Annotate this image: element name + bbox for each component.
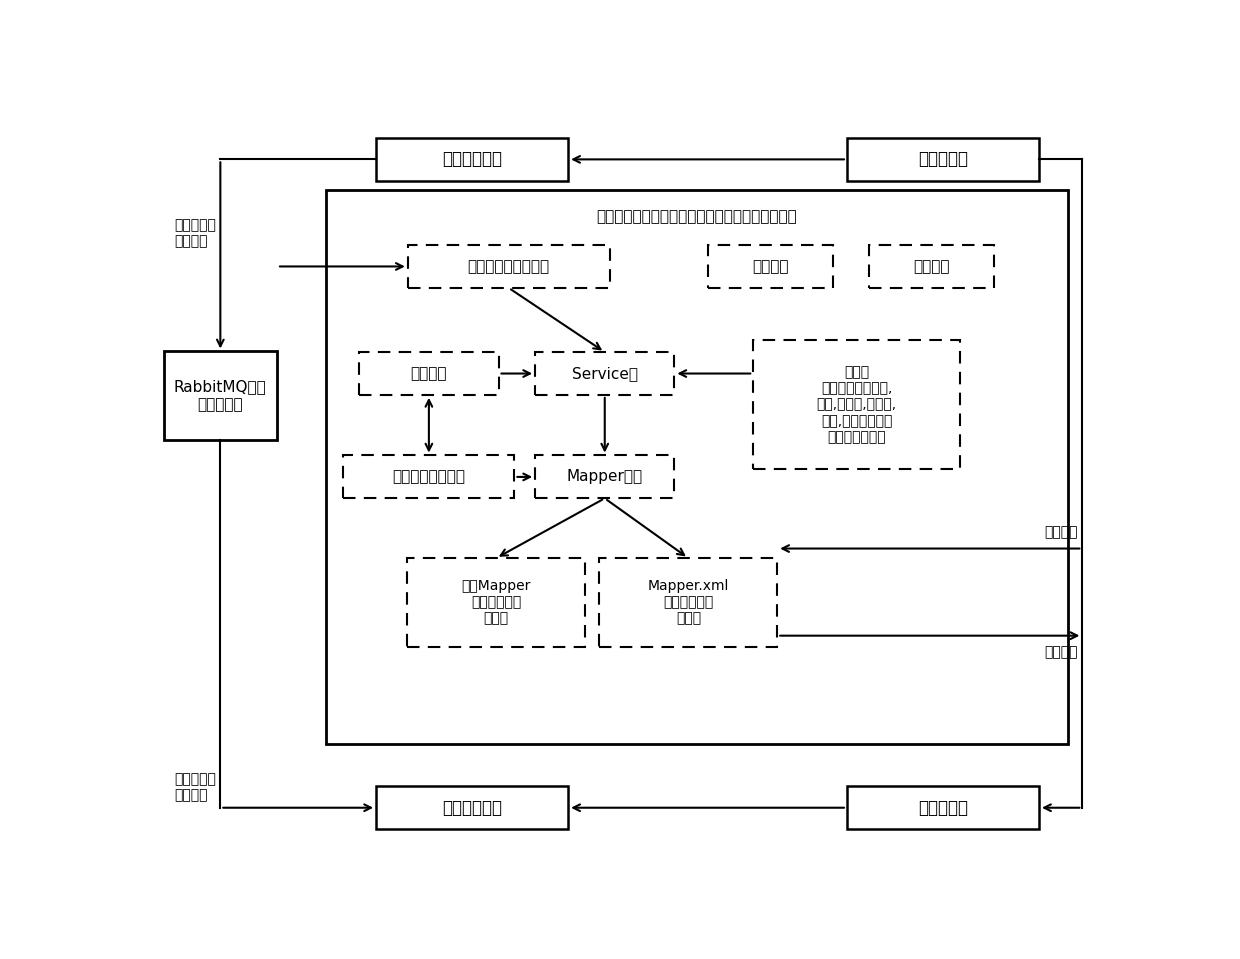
Bar [753, 339, 960, 469]
Text: Service层: Service层 [572, 366, 637, 381]
Bar [376, 786, 568, 830]
Text: 同步数据: 同步数据 [1044, 525, 1078, 539]
Text: 事务控制: 事务控制 [410, 366, 448, 381]
Bar [408, 246, 610, 288]
Text: 消息发送者
发送消息: 消息发送者 发送消息 [174, 218, 216, 248]
Text: 第一业务系统: 第一业务系统 [443, 151, 502, 169]
Bar [326, 191, 1068, 744]
Bar [869, 246, 994, 288]
Text: RabbitMQ消息
队列服务器: RabbitMQ消息 队列服务器 [174, 380, 267, 411]
Text: Mapper.xml
实现复杂的多
表操作: Mapper.xml 实现复杂的多 表操作 [647, 579, 729, 625]
Bar [536, 456, 675, 499]
Text: 同步数据: 同步数据 [1044, 645, 1078, 659]
Text: 工具类
通过反射获取表名,
类名,属性名,属性值,
注解,在通过驼峰规
则获取映射关系: 工具类 通过反射获取表名, 类名,属性名,属性值, 注解,在通过驼峰规 则获取映… [816, 365, 897, 444]
Bar [407, 558, 585, 646]
Bar [599, 558, 777, 646]
Bar [708, 246, 832, 288]
Text: 模型对象: 模型对象 [751, 259, 789, 274]
Text: 双数据源的配置类: 双数据源的配置类 [392, 469, 465, 484]
Bar [376, 138, 568, 181]
Text: 第一数据源: 第一数据源 [918, 151, 968, 169]
Text: 消息发送者
发送消息: 消息发送者 发送消息 [174, 772, 216, 802]
Text: 消息接收者接收消息: 消息接收者接收消息 [467, 259, 549, 274]
Text: 实体模型: 实体模型 [913, 259, 950, 274]
Bar [164, 351, 277, 440]
Bar [360, 352, 498, 395]
Bar [847, 786, 1039, 830]
Text: 本实施例的一种双数据源之间的双向同步数据装置: 本实施例的一种双数据源之间的双向同步数据装置 [596, 209, 797, 223]
Text: Mapper接口: Mapper接口 [567, 469, 642, 484]
Bar [847, 138, 1039, 181]
Bar [536, 352, 675, 395]
Text: 第二数据源: 第二数据源 [918, 799, 968, 817]
Text: 第二业务系统: 第二业务系统 [443, 799, 502, 817]
Text: 通用Mapper
实现简单的单
表操作: 通用Mapper 实现简单的单 表操作 [461, 579, 531, 625]
Bar [343, 456, 515, 499]
